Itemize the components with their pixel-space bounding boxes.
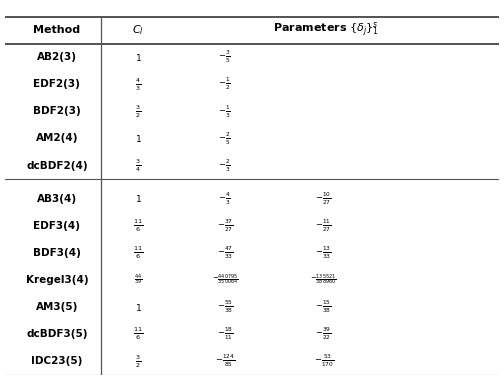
Text: $\frac{3}{2}$: $\frac{3}{2}$ [136, 353, 142, 370]
Text: $-\frac{18}{11}$: $-\frac{18}{11}$ [217, 326, 233, 342]
Text: $-\frac{13}{33}$: $-\frac{13}{33}$ [316, 244, 332, 261]
Text: $-\frac{2}{3}$: $-\frac{2}{3}$ [218, 157, 231, 174]
Text: EDF2(3): EDF2(3) [33, 79, 80, 89]
Text: AB3(4): AB3(4) [37, 194, 77, 204]
Text: AB2(3): AB2(3) [37, 52, 77, 62]
Text: AM3(5): AM3(5) [36, 302, 78, 312]
Text: EDF3(4): EDF3(4) [33, 221, 81, 231]
Text: $-\frac{10}{27}$: $-\frac{10}{27}$ [316, 190, 332, 207]
Text: $C_l$: $C_l$ [133, 23, 144, 37]
Text: $-\frac{1}{3}$: $-\frac{1}{3}$ [218, 103, 231, 119]
Text: $-\frac{3}{5}$: $-\frac{3}{5}$ [218, 49, 231, 65]
Text: BDF3(4): BDF3(4) [33, 248, 81, 258]
Text: $1$: $1$ [135, 302, 142, 313]
Text: $-\frac{37}{27}$: $-\frac{37}{27}$ [217, 218, 233, 234]
Text: $1$: $1$ [135, 193, 142, 204]
Text: $\frac{3}{2}$: $\frac{3}{2}$ [136, 103, 142, 120]
Text: $-\frac{4}{3}$: $-\frac{4}{3}$ [218, 190, 231, 207]
Text: $-\frac{47}{33}$: $-\frac{47}{33}$ [217, 244, 233, 261]
Text: $-\frac{124}{85}$: $-\frac{124}{85}$ [215, 353, 235, 370]
Text: $\frac{4}{3}$: $\frac{4}{3}$ [136, 76, 142, 92]
Text: $\frac{44}{39}$: $\frac{44}{39}$ [134, 273, 143, 287]
Text: Method: Method [33, 25, 81, 35]
Text: $-\frac{53}{170}$: $-\frac{53}{170}$ [313, 353, 334, 370]
Text: $-\frac{135521}{388960}$: $-\frac{135521}{388960}$ [310, 273, 337, 287]
Text: $\frac{3}{4}$: $\frac{3}{4}$ [136, 157, 142, 174]
Text: $-\frac{15}{38}$: $-\frac{15}{38}$ [316, 299, 332, 315]
Text: $-\frac{1}{2}$: $-\frac{1}{2}$ [218, 76, 231, 92]
Text: $-\frac{55}{38}$: $-\frac{55}{38}$ [217, 299, 233, 315]
Text: Kregel3(4): Kregel3(4) [26, 275, 88, 285]
Text: dcBDF2(4): dcBDF2(4) [26, 161, 88, 171]
Text: $\mathbf{Parameters}\ \{\delta_j\}_1^s$: $\mathbf{Parameters}\ \{\delta_j\}_1^s$ [273, 21, 379, 39]
Text: $-\frac{440795}{350064}$: $-\frac{440795}{350064}$ [212, 273, 238, 287]
Text: IDC23(5): IDC23(5) [31, 356, 83, 366]
Text: $1$: $1$ [135, 52, 142, 63]
Text: $\frac{11}{6}$: $\frac{11}{6}$ [134, 218, 144, 234]
Text: $\frac{11}{6}$: $\frac{11}{6}$ [134, 326, 144, 343]
Text: dcBDF3(5): dcBDF3(5) [26, 329, 88, 339]
Text: BDF2(3): BDF2(3) [33, 106, 81, 116]
Text: AM2(4): AM2(4) [36, 133, 78, 143]
Text: $-\frac{11}{27}$: $-\frac{11}{27}$ [316, 218, 332, 234]
Text: $-\frac{39}{22}$: $-\frac{39}{22}$ [316, 326, 332, 342]
Text: $\frac{11}{6}$: $\frac{11}{6}$ [134, 244, 144, 261]
Text: $-\frac{2}{5}$: $-\frac{2}{5}$ [218, 130, 231, 147]
Text: $1$: $1$ [135, 133, 142, 144]
